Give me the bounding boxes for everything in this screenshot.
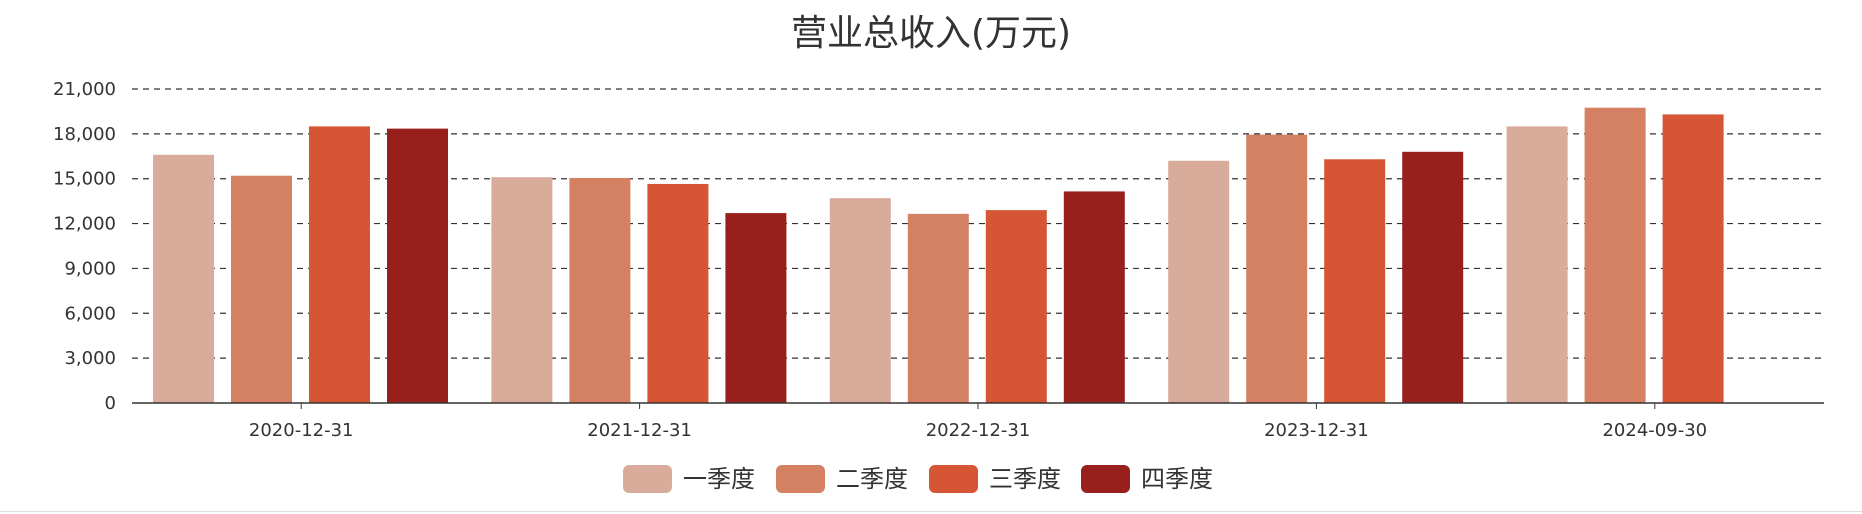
bars xyxy=(153,107,1724,404)
grid-lines xyxy=(132,88,1824,359)
bar[interactable] xyxy=(1168,160,1230,403)
y-tick-label: 18,000 xyxy=(53,124,116,145)
bar[interactable] xyxy=(1324,159,1386,403)
y-tick-label: 0 xyxy=(105,393,116,414)
x-tick-label: 2021-12-31 xyxy=(587,420,692,441)
bottom-divider xyxy=(0,511,1862,512)
x-tick-label: 2023-12-31 xyxy=(1264,420,1369,441)
legend-swatch xyxy=(623,465,672,493)
bar[interactable] xyxy=(647,183,709,403)
legend-label: 二季度 xyxy=(836,465,908,493)
legend-label: 四季度 xyxy=(1141,465,1213,493)
legend-swatch xyxy=(1081,465,1130,493)
legend-item[interactable]: 四季度 xyxy=(1081,465,1213,493)
bar[interactable] xyxy=(725,213,787,403)
legend-item[interactable]: 一季度 xyxy=(623,465,755,493)
bar[interactable] xyxy=(309,126,370,403)
legend-swatch xyxy=(776,465,825,493)
legend[interactable]: 一季度 二季度 三季度 四季度 xyxy=(623,465,1213,493)
bar[interactable] xyxy=(491,177,553,403)
y-tick-label: 15,000 xyxy=(53,169,116,190)
x-tick-label: 2024-09-30 xyxy=(1602,420,1707,441)
bar[interactable] xyxy=(1246,134,1308,403)
y-tick-label: 6,000 xyxy=(64,303,116,324)
legend-label: 三季度 xyxy=(989,465,1061,493)
bar[interactable] xyxy=(829,198,891,403)
bar[interactable] xyxy=(907,213,969,403)
bar[interactable] xyxy=(387,128,448,403)
x-tick-label: 2020-12-31 xyxy=(249,420,354,441)
x-tick-label: 2022-12-31 xyxy=(926,420,1031,441)
bar[interactable] xyxy=(1402,151,1464,403)
legend-swatch xyxy=(929,465,978,493)
legend-item[interactable]: 二季度 xyxy=(776,465,908,493)
legend-label: 一季度 xyxy=(683,465,755,493)
x-axis-ticks: 2020-12-31 2021-12-31 2022-12-31 2023-12-31… xyxy=(249,403,1707,441)
bar[interactable] xyxy=(231,175,292,403)
y-tick-label: 12,000 xyxy=(53,214,116,235)
legend-item[interactable]: 三季度 xyxy=(929,465,1061,493)
y-axis-ticks: 0 3,000 6,000 9,000 12,000 15,000 18,000 21,000 xyxy=(53,79,116,414)
y-tick-label: 21,000 xyxy=(53,79,116,100)
y-tick-label: 9,000 xyxy=(64,258,116,279)
y-tick-label: 3,000 xyxy=(64,348,116,369)
bar[interactable] xyxy=(569,177,631,403)
bar[interactable] xyxy=(1063,191,1125,403)
bar[interactable] xyxy=(1584,107,1646,403)
chart-title: 营业总收入(万元) xyxy=(791,13,1071,54)
bar[interactable] xyxy=(1506,126,1568,403)
bar[interactable] xyxy=(153,154,214,403)
bar[interactable] xyxy=(1662,114,1724,404)
bar[interactable] xyxy=(985,210,1047,403)
